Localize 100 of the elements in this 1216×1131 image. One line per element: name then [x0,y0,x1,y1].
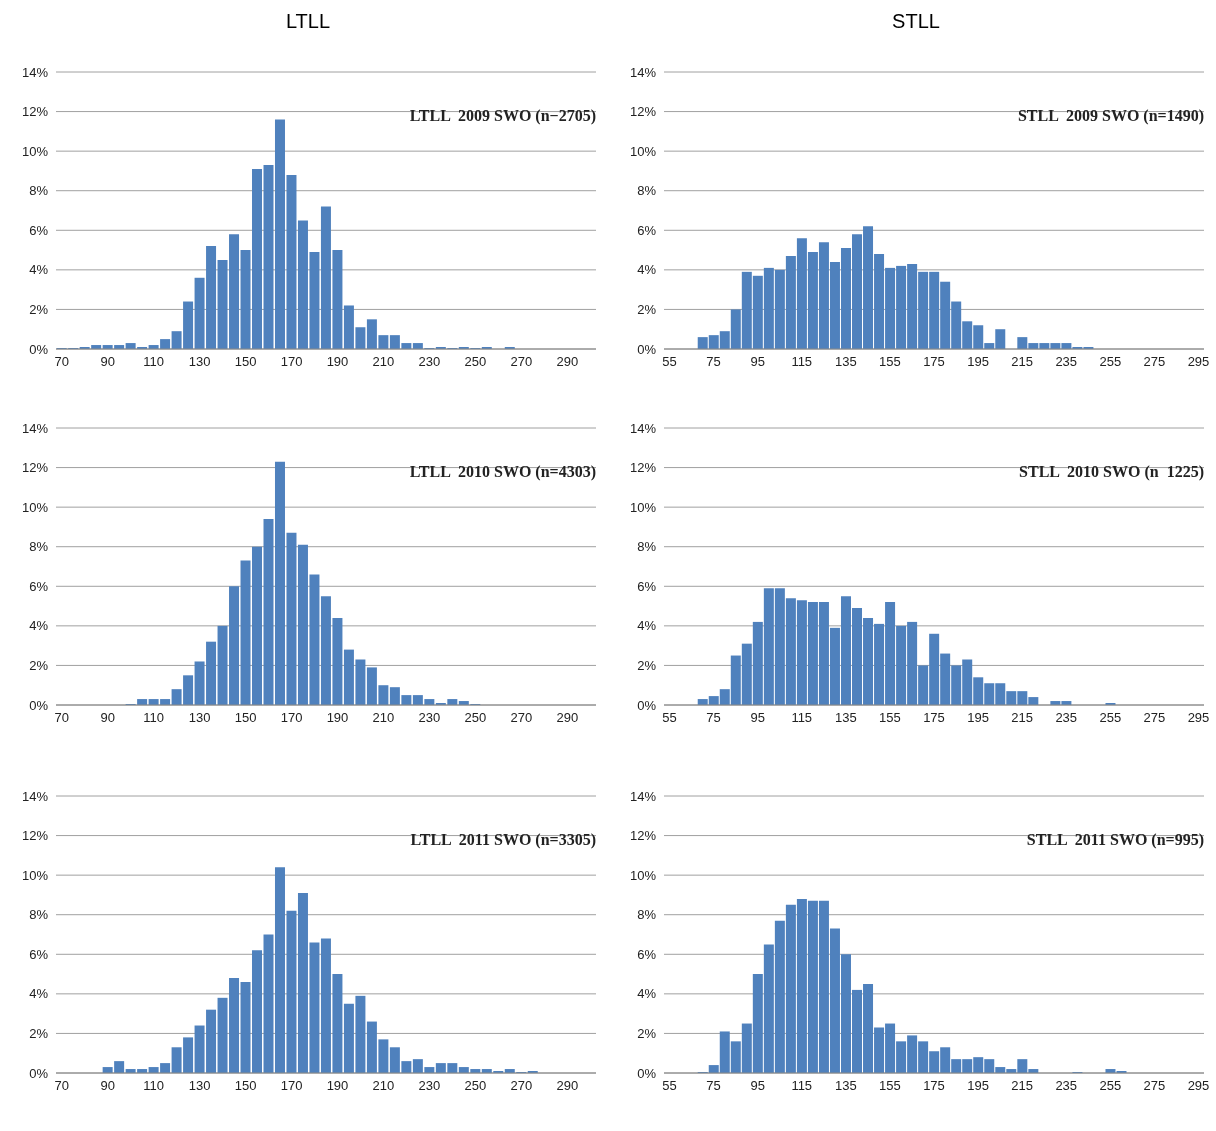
y-tick-label: 10% [21,499,49,515]
x-tick-label: 230 [418,1078,441,1094]
y-tick-label: 2% [637,302,657,318]
x-tick-label: 255 [1099,1078,1122,1094]
y-tick-label: 6% [29,578,49,594]
x-tick-label: 290 [556,354,579,370]
y-tick-label: 2% [637,1026,657,1042]
x-tick-label: 110 [143,354,165,370]
annotation: STLL 2009 SWO (n=1490) [1017,107,1204,125]
x-tick-label: 115 [791,354,813,370]
x-tick-label: 135 [834,710,857,726]
x-tick-label: 255 [1099,354,1122,370]
x-tick-label: 195 [967,354,989,370]
y-tick-label: 14% [21,64,49,80]
x-tick-label: 275 [1143,354,1166,370]
x-tick-label: 190 [326,710,349,726]
x-tick-label: 155 [879,354,901,370]
x-tick-label: 130 [188,1078,211,1094]
y-tick-label: 10% [21,143,49,159]
y-tick-label: 12% [629,104,657,120]
x-tick-label: 110 [143,1078,165,1094]
x-tick-label: 195 [967,1078,989,1094]
x-tick-label: 150 [234,710,257,726]
x-tick-label: 235 [1055,710,1078,726]
x-tick-label: 215 [1011,354,1034,370]
y-tick-label: 4% [29,262,49,278]
x-tick-label: 270 [510,1078,533,1094]
annotation: STLL 2011 SWO (n=995) [1026,831,1204,849]
x-tick-label: 135 [834,1078,857,1094]
x-tick-label: 155 [879,710,901,726]
x-tick-label: 95 [750,1078,765,1094]
x-tick-label: 95 [750,710,765,726]
x-tick-label: 290 [556,710,579,726]
x-tick-label: 255 [1099,710,1122,726]
y-tick-label: 4% [637,986,657,1002]
x-tick-label: 175 [923,1078,945,1094]
x-tick-label: 55 [662,710,677,726]
y-tick-label: 10% [21,867,49,883]
x-tick-label: 75 [706,354,721,370]
x-tick-label: 250 [464,710,487,726]
y-tick-label: 14% [21,788,49,804]
x-tick-label: 215 [1011,710,1034,726]
y-tick-label: 2% [637,658,657,674]
y-tick-label: 2% [29,658,49,674]
chart-title: LTLL [284,9,332,34]
x-tick-label: 295 [1187,710,1210,726]
x-tick-label: 115 [791,710,813,726]
x-tick-label: 175 [923,354,945,370]
x-tick-label: 275 [1143,710,1166,726]
y-tick-label: 6% [637,946,657,962]
y-tick-label: 12% [21,460,49,476]
x-tick-label: 135 [834,354,857,370]
y-tick-label: 2% [29,1026,49,1042]
x-tick-label: 75 [706,710,721,726]
y-tick-label: 0% [29,1065,49,1081]
x-tick-label: 170 [280,710,303,726]
annotation: LTLL 2010 SWO (n=4303) [409,463,596,481]
x-tick-label: 70 [54,1078,69,1094]
x-tick-label: 210 [372,710,395,726]
x-tick-label: 110 [143,710,165,726]
y-tick-label: 10% [629,499,657,515]
y-tick-label: 14% [21,420,49,436]
x-tick-label: 230 [418,354,441,370]
y-tick-label: 12% [21,104,49,120]
y-tick-label: 14% [629,420,657,436]
x-tick-label: 90 [100,710,115,726]
x-tick-label: 90 [100,1078,115,1094]
y-tick-label: 4% [637,618,657,634]
x-tick-label: 170 [280,354,303,370]
chart-title: STLL [891,9,941,34]
y-tick-label: 10% [629,143,657,159]
y-tick-label: 12% [629,460,657,476]
annotation: LTLL 2009 SWO (n−2705) [409,107,596,125]
annotation: STLL 2010 SWO (n 1225) [1019,463,1204,481]
x-tick-label: 210 [372,1078,395,1094]
x-tick-label: 190 [326,1078,349,1094]
x-tick-label: 75 [706,1078,721,1094]
y-tick-label: 0% [29,697,49,713]
x-tick-label: 150 [234,354,257,370]
y-tick-label: 2% [29,302,49,318]
x-tick-label: 95 [750,354,765,370]
y-tick-label: 6% [637,578,657,594]
y-tick-label: 4% [637,262,657,278]
x-tick-label: 230 [418,710,441,726]
y-tick-label: 8% [637,907,657,923]
y-tick-label: 0% [637,1065,657,1081]
y-tick-label: 8% [29,183,49,199]
x-tick-label: 250 [464,354,487,370]
y-tick-label: 10% [629,867,657,883]
y-tick-label: 8% [637,183,657,199]
x-tick-label: 295 [1187,354,1210,370]
y-tick-label: 0% [637,697,657,713]
y-tick-label: 12% [21,828,49,844]
x-tick-label: 115 [791,1078,813,1094]
y-tick-label: 6% [637,222,657,238]
x-tick-label: 250 [464,1078,487,1094]
y-tick-label: 12% [629,828,657,844]
y-tick-label: 8% [29,539,49,555]
y-tick-label: 4% [29,986,49,1002]
x-tick-label: 130 [188,710,211,726]
